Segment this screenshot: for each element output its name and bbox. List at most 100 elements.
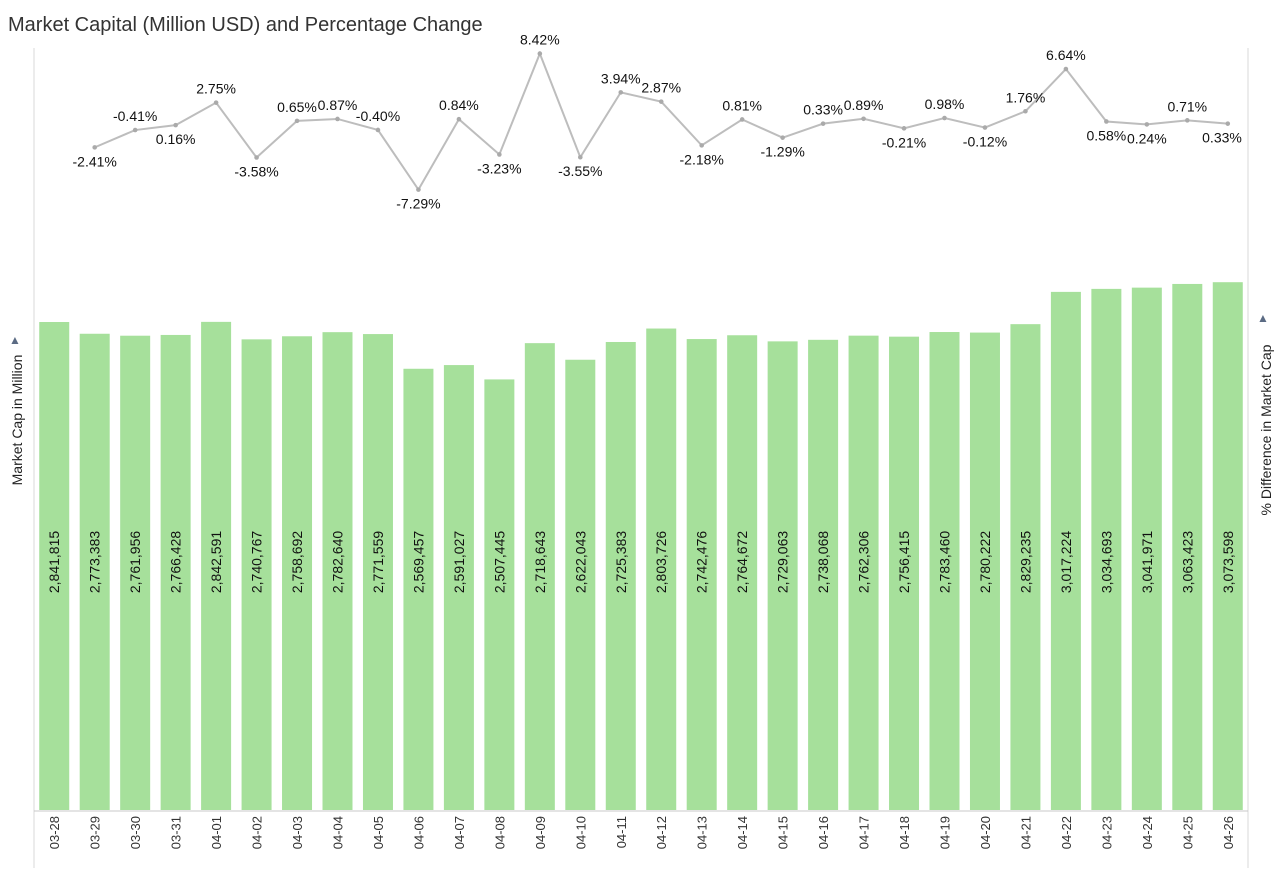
bar-value-label: 2,771,559 <box>370 531 386 593</box>
bar-value-label: 2,729,063 <box>775 531 791 593</box>
pct-label: -0.21% <box>882 134 926 150</box>
x-tick-label: 04-02 <box>250 816 265 849</box>
pct-point <box>1144 122 1150 127</box>
bar <box>605 341 636 810</box>
pct-point <box>1063 66 1069 72</box>
bar <box>1091 288 1122 810</box>
x-tick-label: 04-22 <box>1059 816 1074 849</box>
bar-value-label: 2,783,460 <box>937 531 953 593</box>
pct-point <box>537 51 543 56</box>
bar <box>79 333 110 810</box>
x-axis-ticks: 03-28 03-29 03-30 03-31 04-01 04-02 04-03 04-04… <box>47 816 1236 849</box>
pct-label: 0.84% <box>439 97 479 113</box>
bar-value-label: 3,073,598 <box>1220 531 1236 593</box>
pct-label: -0.41% <box>113 108 157 124</box>
pct-point <box>254 155 259 160</box>
pct-label: -2.41% <box>73 153 117 169</box>
pct-point <box>820 121 826 126</box>
x-tick-label: 04-20 <box>978 816 993 849</box>
pct-label: 3.94% <box>601 70 641 86</box>
pct-label: -3.55% <box>558 163 602 179</box>
bar-value-label: 2,742,476 <box>694 531 710 593</box>
x-tick-label: 04-16 <box>816 816 831 849</box>
bar-value-label: 2,842,591 <box>208 531 224 593</box>
pct-label: 6.64% <box>1046 47 1086 63</box>
bar <box>727 335 758 810</box>
bar-value-label: 2,762,306 <box>856 531 872 593</box>
pct-point <box>173 122 178 128</box>
x-tick-label: 04-26 <box>1221 816 1236 849</box>
bar <box>1131 287 1162 810</box>
pct-label: 0.87% <box>318 97 358 113</box>
bar-value-label: 2,758,692 <box>289 531 305 593</box>
pct-point <box>578 154 583 160</box>
x-tick-label: 04-09 <box>533 816 548 849</box>
chart-frame <box>33 48 1249 868</box>
bar <box>969 332 1000 810</box>
bar-value-label: 3,041,971 <box>1139 531 1155 593</box>
x-tick-label: 04-04 <box>331 816 346 849</box>
pct-point <box>942 115 947 121</box>
bar-value-label: 2,803,726 <box>653 531 669 593</box>
x-tick-label: 04-23 <box>1099 816 1114 849</box>
pct-point <box>780 135 785 140</box>
bar-value-label: 2,829,235 <box>1017 531 1033 593</box>
bar <box>929 332 960 810</box>
chart-title: Market Capital (Million USD) and Percent… <box>8 14 483 36</box>
bar-value-label: 3,063,423 <box>1179 531 1195 593</box>
pct-label: -0.12% <box>963 134 1007 150</box>
pct-label: 1.76% <box>1006 89 1046 105</box>
bar <box>646 328 677 810</box>
bar <box>524 343 555 810</box>
pct-label: 0.71% <box>1167 98 1207 114</box>
bar-value-label: 2,738,068 <box>815 531 831 593</box>
bar-value-label: 2,725,383 <box>613 531 629 593</box>
bar-value-label: 2,773,383 <box>87 531 103 593</box>
bar-value-label: 2,841,815 <box>46 531 62 593</box>
pct-label: 0.24% <box>1127 130 1167 146</box>
x-tick-label: 03-28 <box>47 816 62 849</box>
pct-point <box>901 126 907 131</box>
pin-icon[interactable]: ▲ <box>9 333 21 347</box>
pct-point <box>456 116 462 122</box>
x-tick-label: 04-18 <box>897 816 912 849</box>
bar <box>808 339 839 810</box>
pct-label: -7.29% <box>396 196 440 212</box>
pct-label: 0.16% <box>156 131 196 147</box>
bar-value-label: 2,764,672 <box>734 531 750 593</box>
pin-icon[interactable]: ▲ <box>1257 311 1269 325</box>
bar <box>848 335 879 810</box>
bar-value-label: 3,034,693 <box>1098 531 1114 593</box>
x-tick-label: 04-24 <box>1140 816 1155 849</box>
bar <box>39 322 70 810</box>
pct-label: 2.75% <box>196 81 236 97</box>
x-tick-label: 04-05 <box>371 816 386 849</box>
bar-value-label: 2,569,457 <box>410 531 426 593</box>
pct-label: -1.29% <box>760 144 804 160</box>
bar <box>1172 283 1203 810</box>
bar <box>322 332 353 810</box>
pct-label: 0.89% <box>844 97 884 113</box>
bars-layer: 2,841,815 2,773,383 2,761,956 2,766,428 2,84… <box>39 282 1243 810</box>
pct-label: -3.23% <box>477 160 521 176</box>
bar <box>120 335 151 810</box>
bar-value-label: 2,622,043 <box>572 531 588 593</box>
bar-value-label: 3,017,224 <box>1058 531 1074 593</box>
pct-point <box>1104 119 1109 124</box>
bar <box>767 341 798 810</box>
x-tick-label: 04-06 <box>411 816 426 849</box>
x-tick-label: 04-14 <box>735 816 750 849</box>
pct-label: -0.40% <box>356 108 400 124</box>
x-tick-label: 03-30 <box>128 816 143 849</box>
pct-point <box>861 116 866 122</box>
bar-value-label: 2,761,956 <box>127 531 143 593</box>
pct-label: -3.58% <box>234 164 278 180</box>
pct-point <box>739 117 745 122</box>
pct-label: 0.81% <box>722 97 762 113</box>
pct-label: 0.98% <box>925 96 965 112</box>
bar <box>443 365 474 810</box>
bar-value-label: 2,718,643 <box>532 531 548 593</box>
pct-label: -2.18% <box>680 151 724 167</box>
pct-label: 0.65% <box>277 99 317 115</box>
pct-point <box>294 118 300 124</box>
